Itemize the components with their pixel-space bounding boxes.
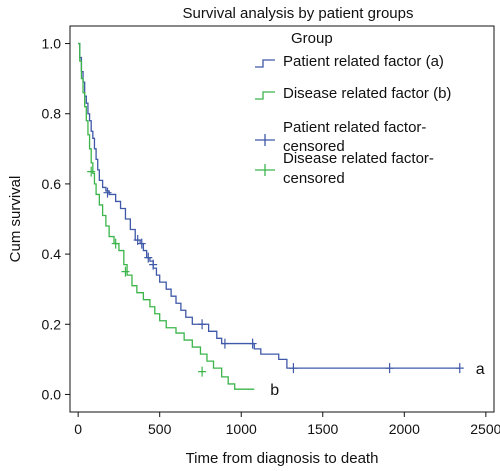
series-end-label-patient: a bbox=[476, 361, 485, 378]
censor-mark-disease bbox=[121, 266, 130, 277]
x-tick-label: 2000 bbox=[389, 421, 420, 437]
y-tick-label: 0.4 bbox=[42, 246, 62, 262]
chart-title: Survival analysis by patient groups bbox=[183, 5, 414, 22]
censor-mark-disease bbox=[198, 366, 207, 377]
censor-mark-patient bbox=[103, 187, 112, 198]
censor-mark-patient bbox=[289, 363, 298, 374]
legend-title: Group bbox=[291, 30, 333, 47]
legend-label-disease: Disease related factor (b) bbox=[283, 85, 451, 102]
legend: Group Patient related factor (a) Disease… bbox=[255, 30, 451, 187]
censor-mark-patient bbox=[198, 319, 207, 330]
plot-frame bbox=[69, 25, 495, 413]
x-tick-label: 1000 bbox=[226, 421, 257, 437]
legend-label-patient: Patient related factor (a) bbox=[283, 53, 444, 70]
censor-mark-patient bbox=[248, 338, 257, 349]
censor-mark-patient bbox=[144, 252, 153, 263]
censor-mark-patient bbox=[220, 338, 229, 349]
y-tick-label: 0.8 bbox=[42, 106, 62, 122]
legend-label-patient-censored-line1: Patient related factor- bbox=[283, 119, 426, 136]
series-end-label-disease: b bbox=[270, 382, 279, 399]
legend-label-disease-censored-line2: censored bbox=[283, 170, 345, 187]
y-tick-label: 0.0 bbox=[42, 386, 62, 402]
survival-line-disease bbox=[78, 42, 255, 390]
censor-marks bbox=[87, 166, 464, 377]
censor-mark-patient bbox=[149, 259, 158, 270]
x-tick-label: 1500 bbox=[307, 421, 338, 437]
censor-mark-disease bbox=[111, 238, 120, 249]
y-tick-label: 1.0 bbox=[42, 36, 62, 52]
censor-mark-patient bbox=[455, 363, 464, 374]
legend-swatch-disease-censored bbox=[255, 164, 275, 176]
y-tick-label: 0.6 bbox=[42, 176, 62, 192]
legend-label-disease-censored-line1: Disease related factor- bbox=[283, 150, 434, 167]
x-axis-title: Time from diagnosis to death bbox=[186, 450, 379, 467]
y-tick-label: 0.2 bbox=[42, 316, 62, 332]
axes: 0 500 1000 1500 2000 2500 0.0 0.2 0.4 0.6 0.8 1.0 bbox=[42, 36, 500, 437]
legend-swatch-disease-line bbox=[255, 91, 275, 100]
x-tick-label: 500 bbox=[148, 421, 172, 437]
legend-swatch-patient-censored bbox=[255, 134, 275, 146]
legend-label-patient-censored-line2: censored bbox=[283, 138, 345, 155]
censor-mark-patient bbox=[385, 363, 394, 374]
x-tick-label: 0 bbox=[74, 421, 82, 437]
legend-swatch-patient-line bbox=[255, 59, 275, 68]
censor-mark-patient bbox=[137, 238, 146, 249]
y-axis-title: Cum survival bbox=[7, 176, 24, 263]
censor-mark-disease bbox=[87, 166, 96, 177]
x-tick-label: 2500 bbox=[470, 421, 500, 437]
censor-mark-patient bbox=[133, 235, 142, 246]
